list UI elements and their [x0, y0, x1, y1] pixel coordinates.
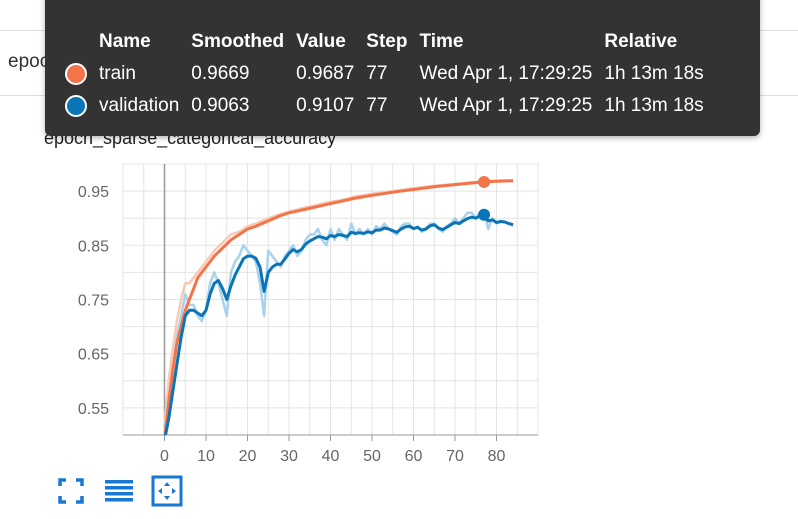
highlight-point-train — [478, 175, 491, 188]
tooltip-header-row: Name Smoothed Value Step Time Relative — [65, 26, 716, 58]
tooltip-header-step: Step — [366, 31, 408, 52]
tooltip-time: Wed Apr 1, 17:29:25 — [419, 63, 593, 84]
tooltip-value: 0.9107 — [296, 95, 355, 116]
tooltip-header-smoothed: Smoothed — [191, 31, 285, 52]
series-train-raw — [163, 179, 514, 425]
tooltip-name: train — [99, 63, 136, 84]
validation-dot-icon — [65, 94, 87, 117]
tooltip-name: validation — [99, 95, 180, 116]
highlight-point-validation — [478, 208, 491, 221]
series-validation-raw — [163, 211, 514, 435]
series-train-smoothed — [163, 179, 514, 435]
tooltip-header-name: Name — [99, 31, 151, 52]
fullscreen-icon[interactable] — [54, 474, 88, 508]
chart-toolbar — [54, 474, 184, 508]
tooltip-row-validation: validation 0.9063 0.9107 77 Wed Apr 1, 1… — [65, 90, 716, 122]
x-tick-label: 0 — [160, 448, 169, 465]
x-tick-label: 20 — [239, 448, 257, 465]
line-chart[interactable]: 0 10 20 30 40 50 60 70 80 0.55 0.65 0.75 0.85 0.95 — [0, 150, 560, 470]
y-tick-label: 0.55 — [78, 401, 109, 418]
train-dot-icon — [65, 62, 87, 85]
tooltip-time: Wed Apr 1, 17:29:25 — [419, 95, 593, 116]
y-tick-label: 0.65 — [78, 347, 109, 364]
tooltip-step: 77 — [366, 63, 388, 84]
tooltip-step: 77 — [366, 95, 388, 116]
chart-ticks: 0 10 20 30 40 50 60 70 80 0.55 0.65 0.75 0.85 0.95 — [78, 184, 506, 465]
x-tick-label: 30 — [280, 448, 298, 465]
x-tick-label: 60 — [405, 448, 423, 465]
series-validation-smoothed — [164, 213, 514, 435]
x-tick-label: 80 — [488, 448, 506, 465]
series-group — [163, 175, 514, 435]
y-tick-label: 0.85 — [78, 238, 109, 255]
tooltip-smoothed: 0.9669 — [191, 63, 250, 84]
list-icon[interactable] — [102, 474, 136, 508]
x-tick-label: 50 — [363, 448, 381, 465]
chart-series — [163, 175, 514, 435]
tooltip-relative: 1h 13m 18s — [604, 63, 704, 84]
tooltip-header-relative: Relative — [604, 31, 678, 52]
tooltip-relative: 1h 13m 18s — [604, 95, 704, 116]
x-tick-label: 70 — [446, 448, 464, 465]
y-tick-label: 0.95 — [78, 184, 109, 201]
tooltip-smoothed: 0.9063 — [191, 95, 250, 116]
tooltip-header-time: Time — [419, 31, 464, 52]
tooltip-table: Name Smoothed Value Step Time Relative t… — [65, 26, 716, 122]
x-tick-label: 40 — [322, 448, 340, 465]
y-tick-label: 0.75 — [78, 293, 109, 310]
x-tick-label: 10 — [197, 448, 215, 465]
fit-domain-icon[interactable] — [150, 474, 184, 508]
tooltip-value: 0.9687 — [296, 63, 355, 84]
tooltip-row-train: train 0.9669 0.9687 77 Wed Apr 1, 17:29:… — [65, 58, 716, 90]
tooltip: Name Smoothed Value Step Time Relative t… — [45, 0, 760, 136]
tooltip-header-value: Value — [296, 31, 346, 52]
